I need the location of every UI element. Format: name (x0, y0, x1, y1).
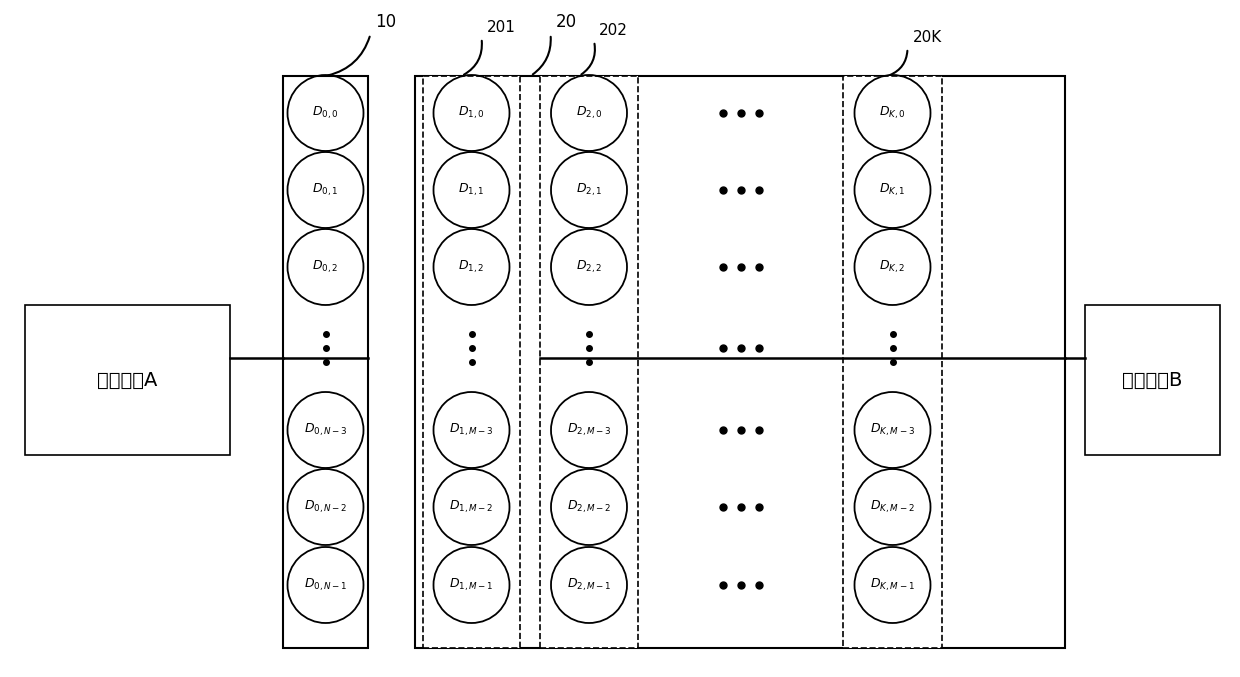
Text: 201: 201 (486, 20, 516, 35)
Text: $D_{K,M-1}$: $D_{K,M-1}$ (870, 577, 915, 593)
Text: 20K: 20K (913, 30, 941, 45)
Text: $D_{0,2}$: $D_{0,2}$ (312, 259, 339, 275)
Text: 20: 20 (556, 13, 577, 31)
Bar (1085, 305, 1220, 455)
Text: $D_{K,M-2}$: $D_{K,M-2}$ (870, 499, 915, 515)
Text: $D_{0,0}$: $D_{0,0}$ (312, 105, 339, 121)
Bar (423, 76, 520, 648)
Text: $D_{2,M-2}$: $D_{2,M-2}$ (567, 499, 611, 515)
Text: $D_{1,2}$: $D_{1,2}$ (459, 259, 485, 275)
Text: $D_{2,M-3}$: $D_{2,M-3}$ (567, 422, 611, 438)
Text: $D_{0,1}$: $D_{0,1}$ (312, 182, 339, 198)
Text: $D_{1,0}$: $D_{1,0}$ (458, 105, 485, 121)
Text: $D_{1,M-2}$: $D_{1,M-2}$ (449, 499, 494, 515)
Text: $D_{2,1}$: $D_{2,1}$ (575, 182, 603, 198)
Text: $D_{2,2}$: $D_{2,2}$ (575, 259, 603, 275)
Text: 通信系统B: 通信系统B (1122, 370, 1183, 389)
Bar (539, 76, 639, 648)
Bar (415, 76, 1065, 648)
Text: $D_{K,1}$: $D_{K,1}$ (879, 182, 905, 198)
Text: $D_{1,M-3}$: $D_{1,M-3}$ (449, 422, 494, 438)
Text: $D_{K,0}$: $D_{K,0}$ (879, 105, 906, 121)
Text: $D_{K,M-3}$: $D_{K,M-3}$ (870, 422, 915, 438)
Bar (843, 76, 942, 648)
Text: $D_{0,N-2}$: $D_{0,N-2}$ (304, 499, 347, 515)
Text: $D_{1,M-1}$: $D_{1,M-1}$ (449, 577, 494, 593)
Text: $D_{2,0}$: $D_{2,0}$ (575, 105, 603, 121)
Text: 通信系统A: 通信系统A (97, 370, 157, 389)
Text: $D_{2,M-1}$: $D_{2,M-1}$ (567, 577, 611, 593)
Text: $D_{0,N-3}$: $D_{0,N-3}$ (304, 422, 347, 438)
Text: $D_{K,2}$: $D_{K,2}$ (879, 259, 905, 275)
Bar (25, 305, 229, 455)
Text: 10: 10 (376, 13, 397, 31)
Bar (283, 76, 368, 648)
Text: 202: 202 (599, 23, 627, 38)
Text: $D_{0,N-1}$: $D_{0,N-1}$ (304, 577, 347, 593)
Text: $D_{1,1}$: $D_{1,1}$ (459, 182, 485, 198)
